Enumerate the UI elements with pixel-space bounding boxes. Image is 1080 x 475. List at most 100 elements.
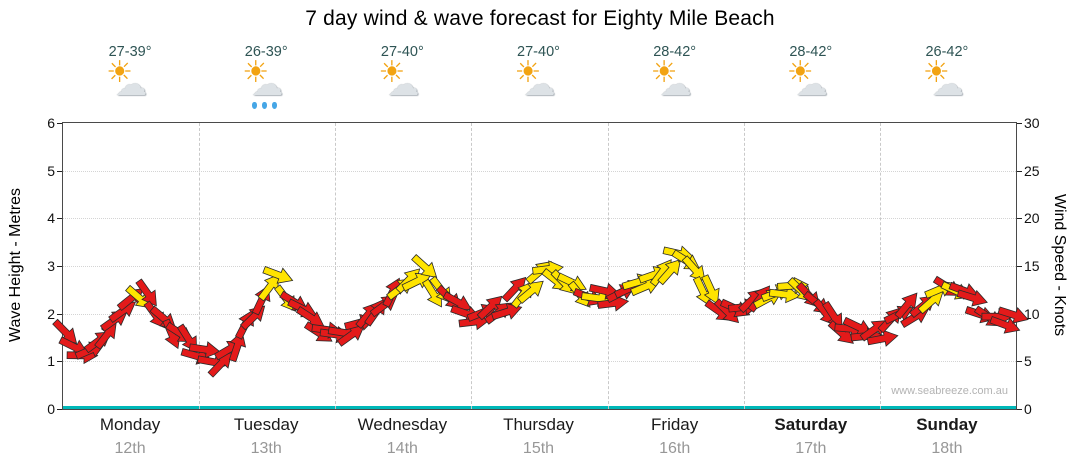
day-boundary-gridline <box>335 123 337 409</box>
raindrop-icon <box>252 102 258 109</box>
x-axis-day-label: Tuesday <box>233 415 299 434</box>
day-boundary-gridline <box>199 123 201 409</box>
horizontal-gridline <box>63 361 1016 363</box>
wind-arrow <box>657 258 681 286</box>
wind-arrow <box>421 278 442 308</box>
y-axis-tick-label-left: 0 <box>47 401 55 417</box>
day-temp-range: 28-42° <box>653 44 697 60</box>
x-axis-day-label: Thursday <box>503 415 574 434</box>
y-axis-title-right: Wind Speed - Knots <box>1051 193 1068 337</box>
y-axis-tick-label-left: 4 <box>47 210 55 227</box>
y-axis-tick-label-right: 20 <box>1024 210 1040 227</box>
y-axis-tick-label-right: 0 <box>1024 401 1032 417</box>
x-axis-day-label: Monday <box>99 415 161 434</box>
day-temp-range: 28-42° <box>789 44 833 60</box>
day-temp-range: 27-40° <box>380 44 424 60</box>
y-axis-tick-label-right: 25 <box>1024 162 1040 179</box>
raindrop-icon <box>262 102 268 109</box>
y-axis-tick-mark-left <box>57 123 62 124</box>
y-axis-tick-mark-left <box>57 361 62 363</box>
x-axis-date-label: 14th <box>386 440 418 457</box>
wind-arrow <box>989 315 1021 334</box>
y-axis-tick-label-right: 15 <box>1024 258 1040 274</box>
sun-icon: ☀ <box>106 56 133 89</box>
raindrop-icon <box>272 102 278 109</box>
x-axis-date-label: 18th <box>931 440 963 457</box>
wind-arrow <box>997 306 1029 324</box>
cloud-icon: ☁ <box>931 66 964 102</box>
wind-arrow <box>336 325 365 347</box>
y-axis-tick-label-right: 10 <box>1024 305 1040 322</box>
wind-arrow <box>125 284 152 309</box>
x-axis-date-label: 16th <box>659 440 691 457</box>
x-axis-date-label: 12th <box>114 440 146 457</box>
day-temp-range: 26-39° <box>244 44 288 60</box>
y-axis-tick-label-left: 3 <box>47 258 55 274</box>
wind-arrow <box>262 266 294 284</box>
day-temp-range: 27-40° <box>517 44 560 60</box>
cloud-icon: ☁ <box>795 66 828 102</box>
cloud-icon: ☁ <box>523 66 556 102</box>
page-title: 7 day wind & wave forecast for Eighty Mi… <box>305 7 775 30</box>
wind-arrow-layer <box>52 245 1029 378</box>
day-temp-range: 27-39° <box>108 44 152 60</box>
cloud-icon: ☁ <box>659 66 692 102</box>
y-axis-tick-mark-left <box>57 218 62 220</box>
x-axis-date-label: 17th <box>795 440 827 457</box>
y-axis-tick-label-left: 2 <box>47 305 55 322</box>
day-boundary-gridline <box>471 123 473 409</box>
wind-arrow <box>956 289 988 307</box>
wind-arrow <box>768 285 801 304</box>
sun-cloud-icon: ☀ ☁ <box>102 58 158 112</box>
sun-cloud-icon: ☀ ☁ <box>783 58 839 112</box>
sun-icon: ☀ <box>378 56 406 89</box>
x-axis-day-label: Saturday <box>774 415 848 434</box>
x-axis-date-label: 13th <box>250 440 282 457</box>
wind-arrow <box>490 303 523 321</box>
day-temp-range: 26-42° <box>925 44 969 60</box>
cloud-icon: ☁ <box>251 66 284 102</box>
y-axis-title-left: Wave Height - Metres <box>7 187 24 343</box>
x-axis-date-label: 15th <box>522 440 555 457</box>
sun-cloud-rain-icon: ☀ ☁ <box>238 58 294 112</box>
y-axis-tick-mark-left <box>57 170 62 172</box>
y-axis-tick-mark-right <box>1017 266 1022 267</box>
y-axis-tick-label-left: 6 <box>47 115 55 131</box>
horizontal-gridline <box>63 170 1016 172</box>
horizontal-gridline <box>63 218 1016 220</box>
wind-arrow <box>411 254 438 278</box>
wind-arrow <box>692 275 712 307</box>
sun-cloud-icon: ☀ ☁ <box>647 58 703 112</box>
day-boundary-gridline <box>743 123 745 409</box>
wind-arrow <box>701 274 720 305</box>
sun-icon: ☀ <box>242 56 270 89</box>
sun-icon: ☀ <box>922 56 950 89</box>
y-axis-tick-mark-right <box>1017 361 1022 363</box>
day-boundary-gridline <box>607 123 609 409</box>
y-axis-tick-mark-left <box>57 409 62 410</box>
y-axis-tick-mark-right <box>1017 218 1022 220</box>
sun-icon: ☀ <box>650 56 678 89</box>
wind-arrow <box>866 329 899 347</box>
sun-icon: ☀ <box>786 56 814 89</box>
cloud-icon: ☁ <box>115 66 148 102</box>
y-axis-tick-label-left: 1 <box>47 353 55 370</box>
cloud-icon: ☁ <box>387 66 420 102</box>
y-axis-tick-label-left: 5 <box>47 162 55 179</box>
watermark: www.seabreeze.com.au <box>891 385 1008 397</box>
wind-arrow <box>188 341 221 359</box>
sun-cloud-icon: ☀ ☁ <box>374 58 430 112</box>
y-axis-tick-label-right: 30 <box>1024 115 1040 131</box>
sun-icon: ☀ <box>514 56 542 89</box>
horizontal-gridline <box>63 313 1016 315</box>
y-axis-tick-mark-left <box>57 313 62 315</box>
day-boundary-gridline <box>879 123 881 409</box>
plot-area: www.seabreeze.com.au 0 1 2 3 4 5 6 0 5 10 15 20 25 30 <box>47 115 1039 417</box>
sun-cloud-icon: ☀ ☁ <box>919 58 975 112</box>
y-axis-tick-mark-left <box>57 266 62 267</box>
x-axis-day-label: Friday <box>651 415 699 434</box>
wind-arrow <box>894 292 918 320</box>
wind-arrow <box>207 352 233 378</box>
y-axis-tick-mark-right <box>1017 409 1022 410</box>
